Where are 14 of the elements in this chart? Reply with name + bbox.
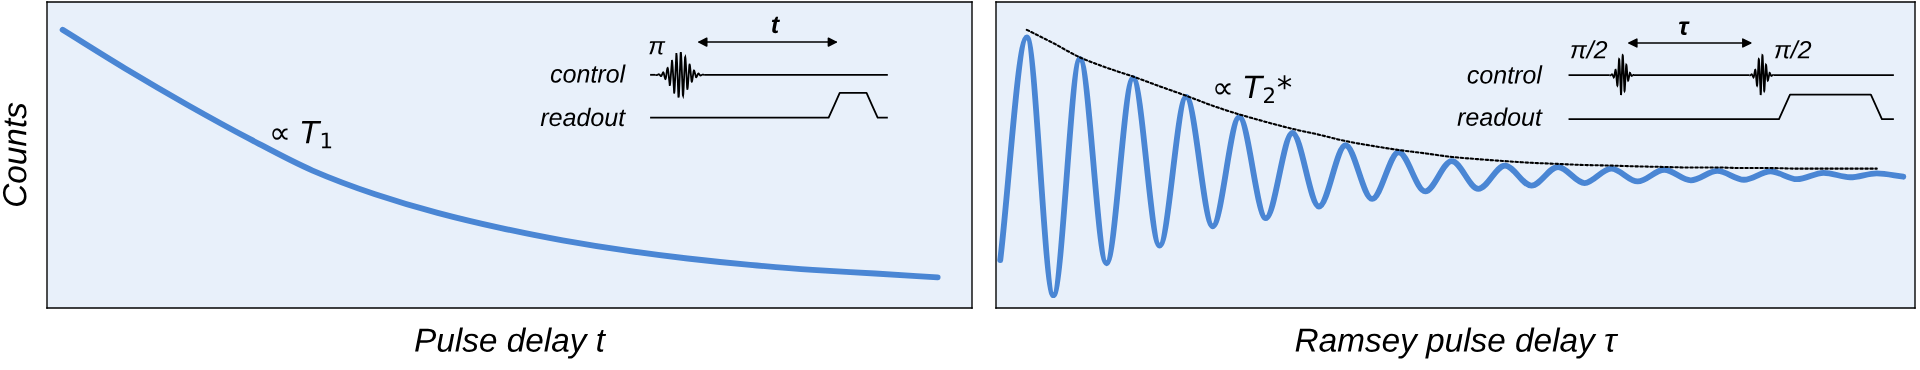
annotation: control bbox=[1467, 65, 1543, 84]
annotation: π bbox=[649, 41, 666, 55]
annotation: π/2 bbox=[1775, 40, 1812, 59]
annotation: control bbox=[550, 64, 626, 83]
x-axis-title: Ramsey pulse delay τ bbox=[1295, 327, 1619, 359]
annotation: readout bbox=[1457, 107, 1543, 126]
x-axis-title: Pulse delay t bbox=[415, 327, 607, 359]
annotation: ∝ T$_{1}$ bbox=[272, 120, 332, 149]
annotation: ∝ T$_{2}$* bbox=[1215, 75, 1292, 104]
annotation: τ bbox=[1679, 21, 1690, 36]
annotation: t bbox=[771, 16, 780, 34]
annotation: π/2 bbox=[1571, 40, 1608, 59]
y-axis-title: Counts bbox=[2, 102, 27, 206]
annotation: readout bbox=[540, 107, 626, 127]
